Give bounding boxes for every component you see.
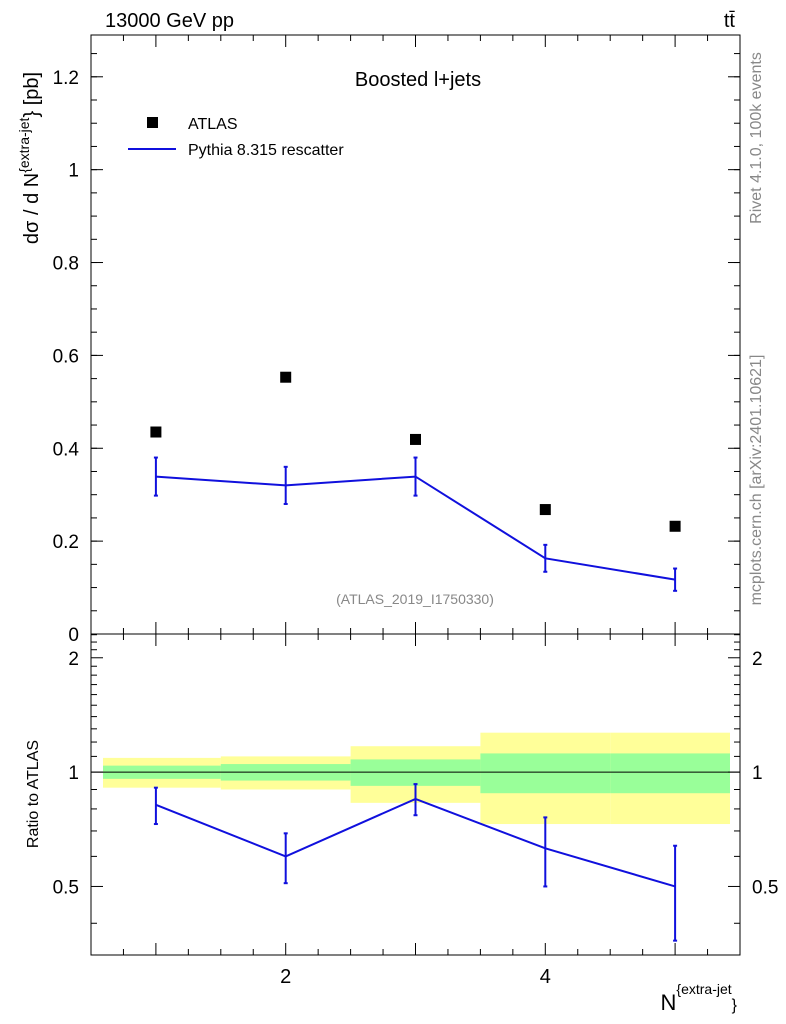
xlabel-rest: }: [732, 997, 738, 1014]
main-axes: 0 0.2 0.4 0.6 0.8 1 1.2: [53, 35, 741, 646]
ratio-ylabel: Ratio to ATLAS: [25, 740, 42, 848]
header-left: 13000 GeV pp: [105, 10, 234, 32]
main-ylabel-sup: {extra-jet: [16, 117, 32, 172]
atlas-data-point: [280, 371, 292, 383]
main-ytick-label: 1.2: [53, 68, 79, 89]
main-ytick-label: 1: [68, 161, 79, 182]
legend-atlas-label: ATLAS: [188, 116, 238, 133]
header-right: tt̄: [724, 10, 736, 32]
xlabel: N{extra-jet}: [661, 981, 738, 1015]
main-ytick-label: 0.8: [53, 254, 79, 275]
xlabel-main: N: [661, 990, 677, 1015]
ratio-ytick-label-right: 2: [752, 649, 763, 670]
rivet-label: Rivet 4.1.0, 100k events: [748, 52, 765, 224]
ratio-data: [153, 783, 678, 942]
legend-atlas-marker: [147, 117, 158, 128]
atlas-data-point: [539, 504, 551, 516]
legend-mc-label: Pythia 8.315 rescatter: [188, 142, 344, 159]
ratio-inner-band: [480, 753, 611, 794]
xtick-label: 4: [540, 966, 551, 988]
main-data: [150, 371, 681, 592]
watermark: (ATLAS_2019_I1750330): [336, 591, 494, 607]
ratio-ytick-label-right: 1: [752, 763, 763, 784]
ratio-ytick-label-left: 0.5: [53, 877, 79, 898]
main-ylabel-rest: } [pb]: [21, 72, 43, 118]
ratio-axes: 0.5 0.5 1 1 2 2 2 4: [53, 634, 778, 988]
main-ytick-label: 0: [68, 625, 79, 646]
xtick-label: 2: [280, 966, 291, 988]
atlas-data-point: [410, 433, 421, 445]
ratio-ytick-label-left: 1: [68, 763, 79, 784]
main-ylabel: dσ / d N{extra-jet} [pb]: [16, 72, 43, 244]
chart-title: Boosted l+jets: [355, 69, 481, 91]
main-ylabel-main: dσ / d N: [21, 173, 43, 244]
atlas-data-point: [669, 520, 681, 532]
ratio-ytick-label-right: 0.5: [752, 877, 778, 898]
ratio-ytick-label-left: 2: [68, 649, 79, 670]
ratio-panel: [91, 732, 740, 825]
mcplots-label: mcplots.cern.ch [arXiv:2401.10621]: [748, 355, 765, 606]
ratio-inner-band: [350, 759, 481, 786]
xlabel-sup: {extra-jet: [676, 981, 731, 997]
atlas-data-point: [150, 426, 162, 438]
main-ytick-label: 0.2: [53, 532, 79, 553]
main-ytick-label: 0.6: [53, 346, 79, 367]
main-ytick-label: 0.4: [53, 439, 80, 460]
ratio-inner-band: [610, 753, 730, 794]
